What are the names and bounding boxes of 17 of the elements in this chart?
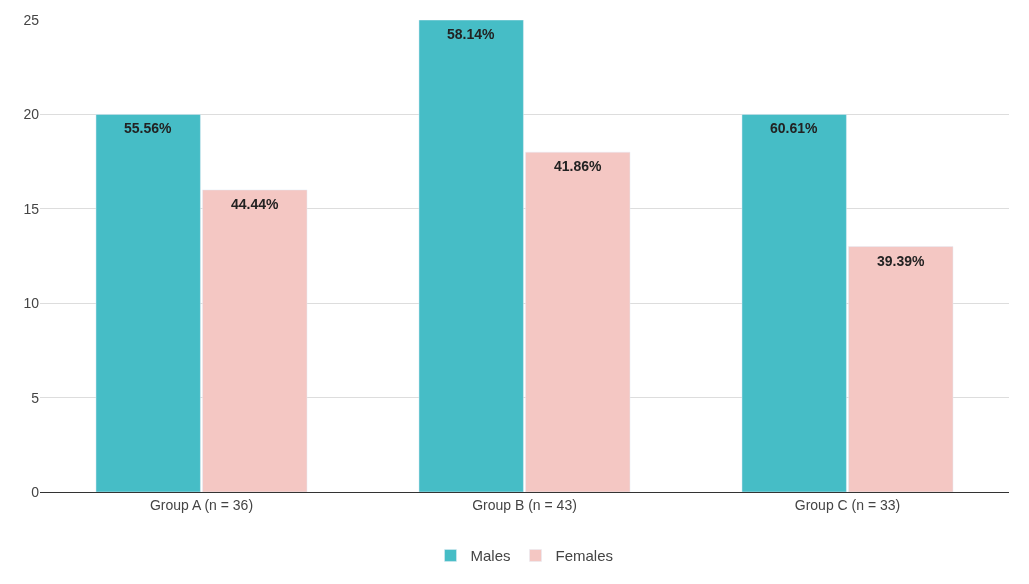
x-tick-label: Group B (n = 43) [472, 496, 577, 513]
legend-label: Males [470, 547, 511, 565]
annotation: 60.61% [770, 120, 819, 136]
y-tick-label: 5 [31, 389, 40, 406]
y-tick-label: 0 [31, 483, 40, 500]
annotation: 44.44% [231, 196, 280, 212]
annotation: 55.56% [124, 120, 173, 136]
legend-label: Females [555, 547, 614, 565]
y-tick-label: 15 [23, 200, 40, 217]
annotation: 39.39% [877, 253, 926, 269]
y-tick-label: 25 [23, 11, 40, 28]
y-tick-label: 10 [23, 295, 40, 312]
annotation: 41.86% [554, 158, 603, 174]
annotation: 58.14% [447, 26, 496, 42]
x-tick-label: Group A (n = 36) [149, 496, 254, 513]
y-tick-label: 20 [23, 106, 40, 123]
x-tick-label: Group C (n = 33) [794, 496, 901, 513]
